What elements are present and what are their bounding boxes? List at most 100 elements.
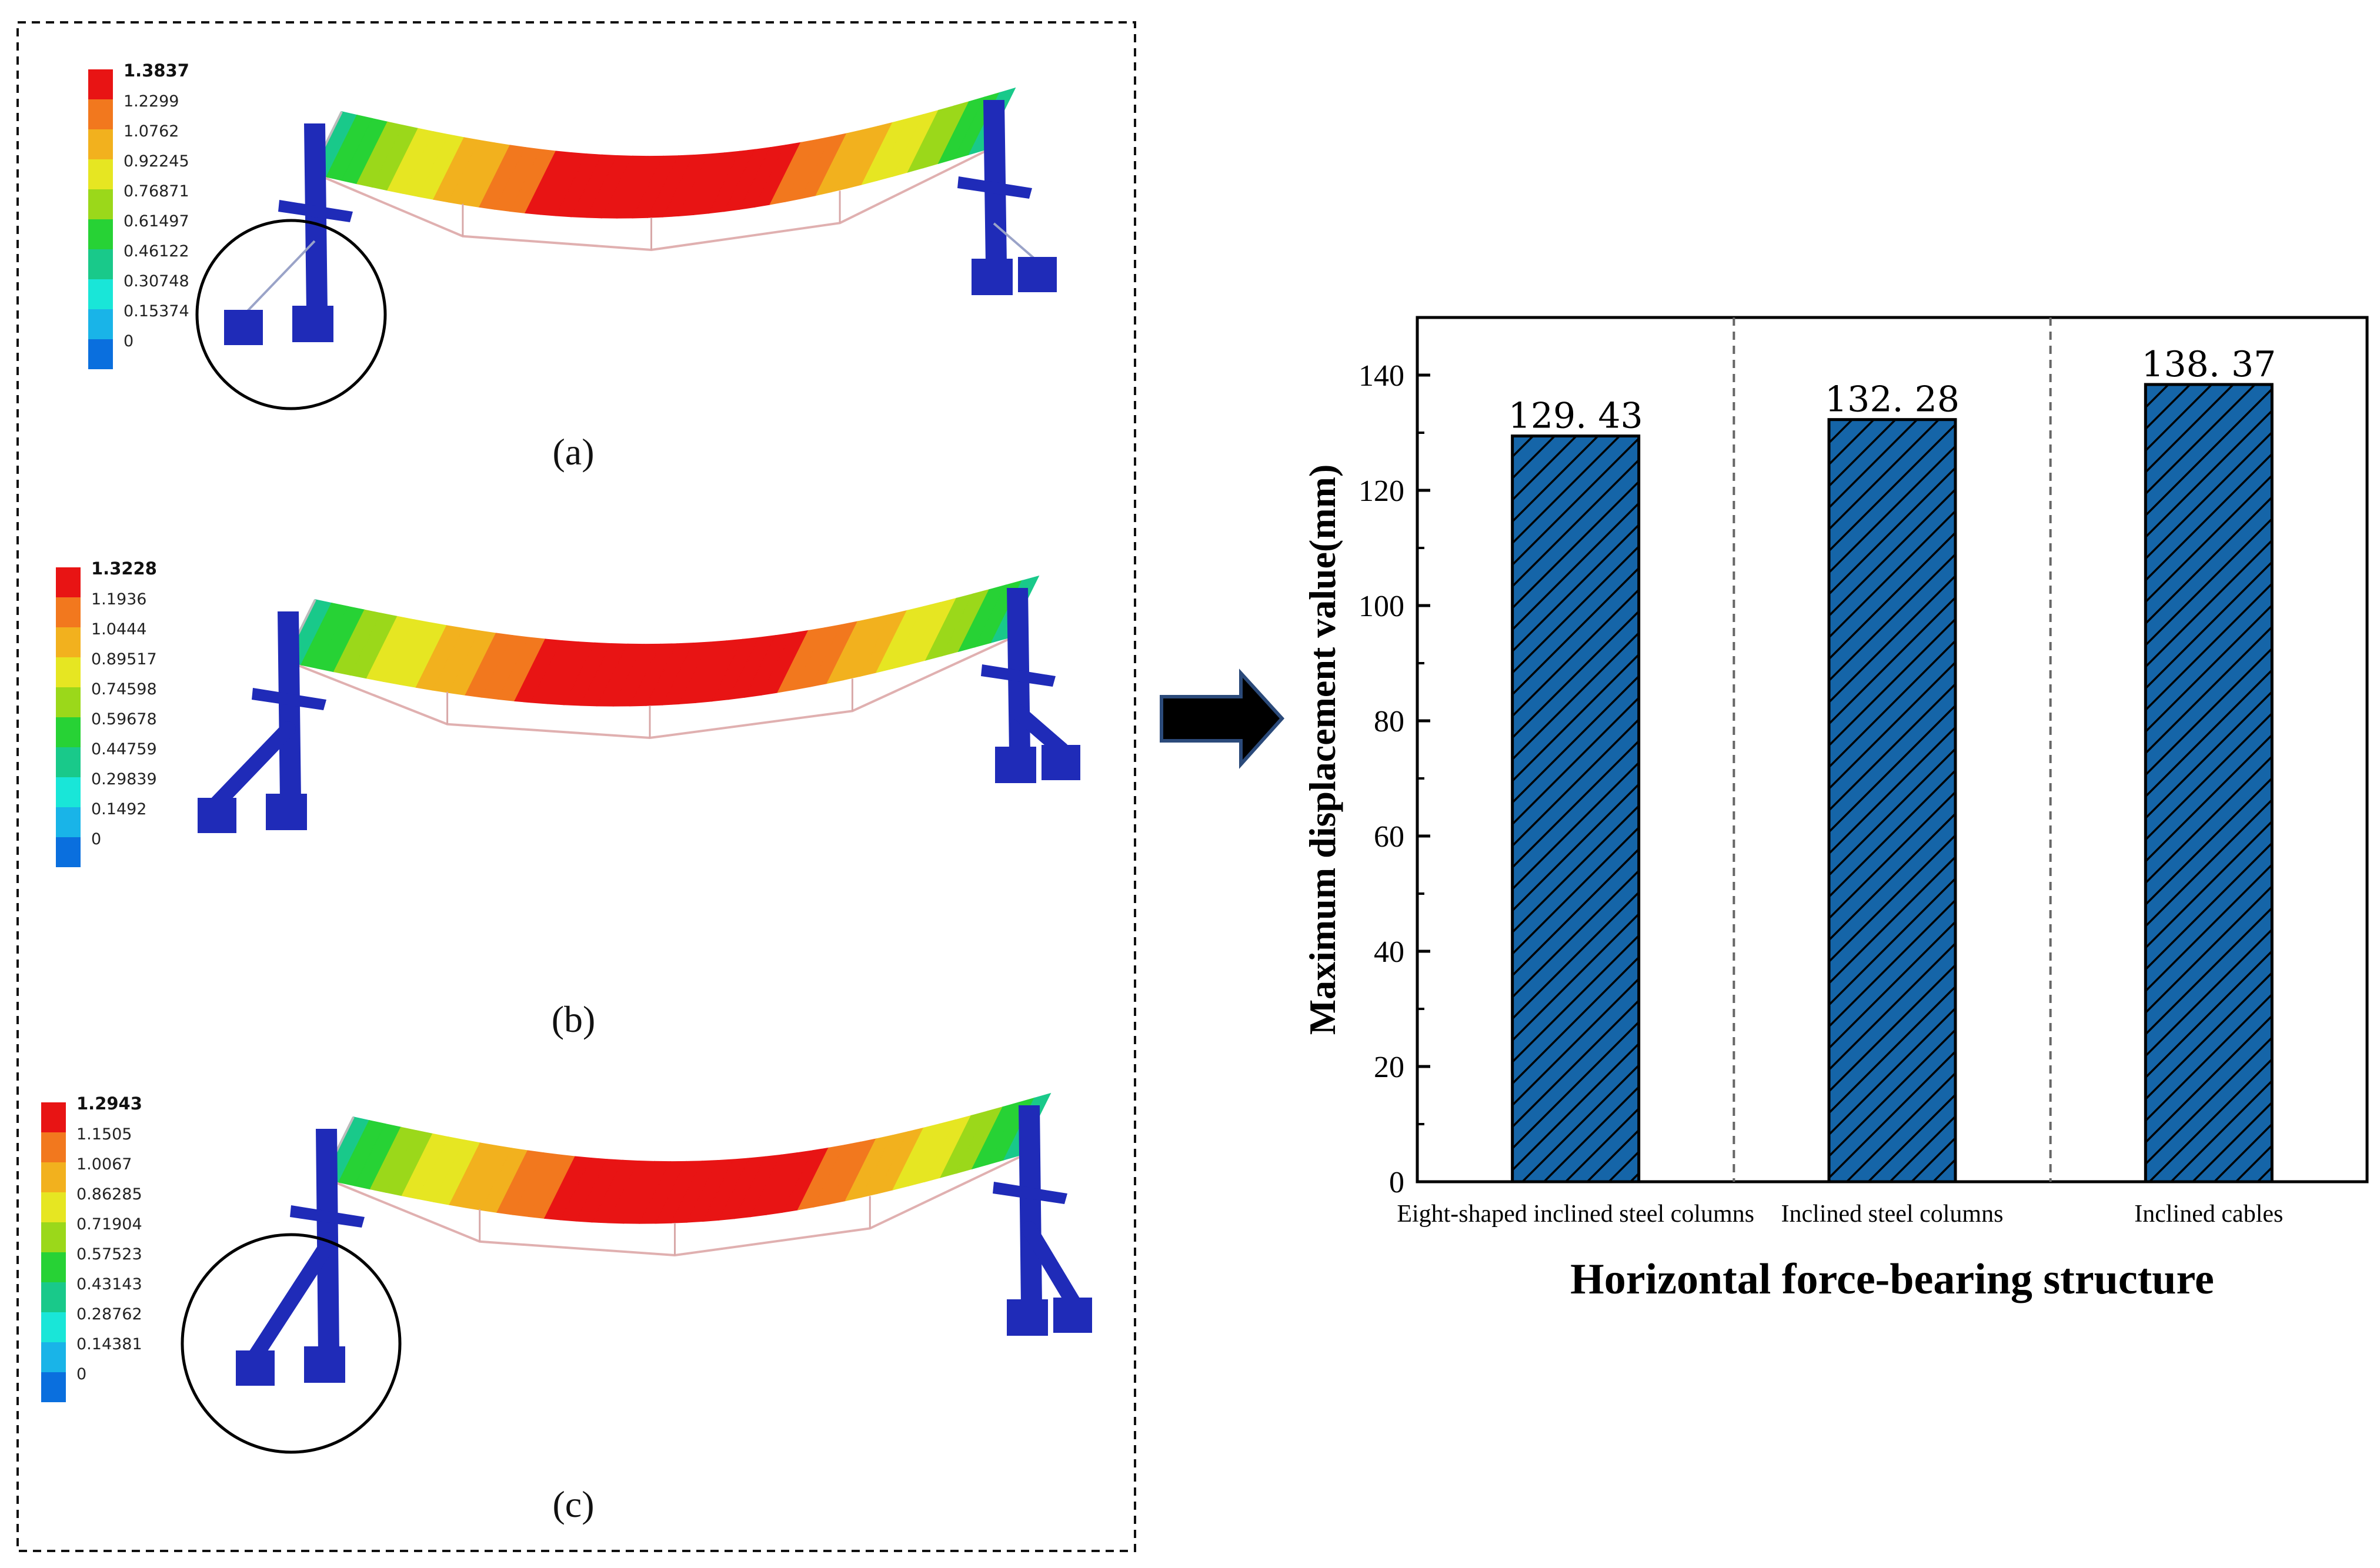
legend-swatch <box>41 1192 66 1222</box>
column-footing <box>304 1346 345 1383</box>
legend-value: 0.71904 <box>76 1215 142 1233</box>
y-tick-label: 120 <box>1358 474 1404 508</box>
y-tick-label: 100 <box>1358 590 1404 623</box>
inclined-cable <box>993 222 1057 292</box>
legend-swatch <box>56 687 81 717</box>
bridge-deck <box>283 575 1040 707</box>
legend-swatch <box>88 69 113 99</box>
category-label: Eight-shaped inclined steel columns <box>1397 1201 1754 1228</box>
legend-swatch <box>56 747 81 777</box>
legend-swatch <box>88 339 113 369</box>
contour-legend: 1.2943 1.1505 1.0067 0.86285 0.71904 0.57523 0… <box>41 1094 142 1402</box>
legend-swatch <box>41 1282 66 1312</box>
legend-swatch <box>41 1342 66 1372</box>
legend-value: 1.0067 <box>76 1155 132 1174</box>
inclined-cable <box>224 240 316 345</box>
legend-swatch <box>56 627 81 657</box>
column-footing <box>1007 1299 1048 1336</box>
highlight-circle <box>195 219 387 410</box>
legend-value: 0.14381 <box>76 1335 142 1353</box>
footing <box>1042 745 1080 780</box>
legend-swatch <box>41 1372 66 1402</box>
legend-value: 0.44759 <box>91 740 157 758</box>
legend-swatch <box>88 219 113 249</box>
steel-column <box>278 123 353 342</box>
footing <box>1053 1298 1092 1333</box>
bridge-truss <box>288 637 1012 740</box>
panel-label: (b) <box>552 998 596 1040</box>
legend-value: 1.3228 <box>91 559 157 579</box>
legend-value: 1.2299 <box>123 92 179 111</box>
bar <box>2144 383 2274 1183</box>
contour-legend: 1.3228 1.1936 1.0444 0.89517 0.74598 0.59678 0… <box>56 559 157 867</box>
inclined-strut <box>236 1239 334 1386</box>
category-label: Inclined steel columns <box>1781 1201 2004 1228</box>
bar-value-label: 129. 43 <box>1508 396 1643 437</box>
legend-swatch <box>88 159 113 189</box>
bridge-truss <box>314 149 989 252</box>
legend-value: 1.1936 <box>91 590 146 609</box>
legend-swatch <box>41 1102 66 1132</box>
legend-value: 0.43143 <box>76 1275 142 1293</box>
legend-value: 0.29839 <box>91 770 157 788</box>
steel-column <box>252 611 326 830</box>
legend-swatch <box>56 567 81 597</box>
bar-value-label: 138. 37 <box>2141 344 2276 385</box>
legend-swatch <box>41 1132 66 1162</box>
y-tick-label: 0 <box>1389 1166 1404 1199</box>
legend-value: 1.3837 <box>123 61 189 81</box>
legend-value: 0.30748 <box>123 272 189 290</box>
legend-swatch <box>88 189 113 219</box>
legend-swatch <box>56 807 81 837</box>
fem-panels: 1.3837 1.2299 1.0762 0.92245 0.76871 0.61497 0… <box>41 61 1092 1525</box>
legend-swatch <box>56 777 81 807</box>
legend-swatch <box>88 279 113 309</box>
legend-swatch <box>41 1312 66 1342</box>
fem-panels-frame <box>16 21 1136 1552</box>
legend-swatch <box>88 249 113 279</box>
legend-swatch <box>56 717 81 747</box>
footing <box>1018 257 1057 292</box>
legend-swatch <box>88 309 113 339</box>
fem-panel-1: 1.3837 1.2299 1.0762 0.92245 0.76871 0.61497 0… <box>88 61 1057 473</box>
legend-swatch <box>41 1222 66 1252</box>
inclined-strut <box>1010 704 1080 780</box>
y-tick-label: 80 <box>1374 705 1404 738</box>
legend-value: 0 <box>123 332 133 350</box>
bar-chart: 0 20 40 60 80 100 120 140 129. 43 Eight-shaped in… <box>1301 316 2369 1303</box>
legend-value: 1.0444 <box>91 620 146 638</box>
legend-swatch <box>88 129 113 159</box>
legend-swatch <box>88 99 113 129</box>
bar-value-label: 132. 28 <box>1825 379 1960 420</box>
legend-value: 0.92245 <box>123 152 189 170</box>
y-tick-label: 140 <box>1358 359 1404 393</box>
inclined-strut <box>1022 1221 1092 1333</box>
legend-swatch <box>56 837 81 867</box>
legend-value: 0.89517 <box>91 650 157 668</box>
legend-value: 0 <box>76 1365 86 1383</box>
bridge-deck <box>310 87 1016 219</box>
legend-value: 1.2943 <box>76 1094 142 1114</box>
y-tick-label: 40 <box>1374 935 1404 969</box>
footing <box>198 798 236 833</box>
legend-value: 0.76871 <box>123 182 189 200</box>
legend-swatch <box>56 657 81 687</box>
bridge-deck <box>322 1092 1052 1224</box>
y-tick-label: 20 <box>1374 1051 1404 1084</box>
legend-swatch <box>56 597 81 627</box>
panel-label: (c) <box>552 1483 594 1525</box>
inclined-strut <box>198 721 296 833</box>
column-footing <box>995 747 1036 783</box>
legend-value: 0.15374 <box>123 302 189 320</box>
steel-column <box>957 100 1032 295</box>
x-axis-title: Horizontal force-bearing structure <box>1570 1255 2214 1303</box>
column-footing <box>266 794 307 830</box>
legend-value: 1.0762 <box>123 122 179 141</box>
footing <box>236 1350 275 1386</box>
legend-value: 0.86285 <box>76 1185 142 1203</box>
bar <box>1511 434 1641 1183</box>
panel-label: (a) <box>552 431 594 473</box>
right-arrow-icon <box>1160 668 1285 769</box>
footing <box>224 310 263 345</box>
category-label: Inclined cables <box>2134 1201 2283 1228</box>
